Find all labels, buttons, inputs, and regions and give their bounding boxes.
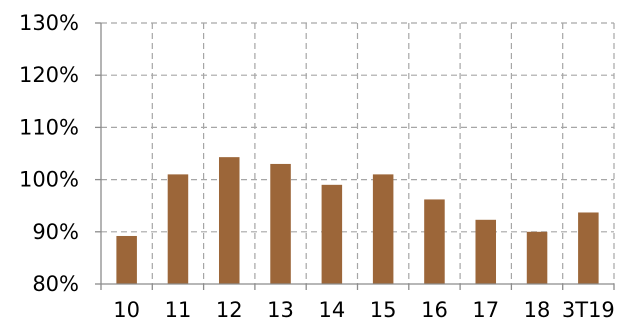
- x-tick-label: 11: [165, 298, 192, 322]
- bar-17: [475, 219, 497, 284]
- bar-11: [167, 174, 189, 284]
- axis-layer: [95, 22, 615, 290]
- label-layer: 80% 90% 100% 110% 120% 130% 10 11 12 13 14 15 16 17 18…: [19, 11, 615, 322]
- y-tick-label: 130%: [19, 11, 79, 35]
- bar-12: [218, 157, 240, 284]
- y-tick-label: 80%: [32, 272, 79, 296]
- bar-16: [424, 199, 445, 284]
- y-tick-label: 100%: [19, 168, 79, 192]
- y-tick-label: 90%: [32, 220, 79, 244]
- bar-3T19: [578, 212, 599, 284]
- bar-10: [116, 235, 137, 284]
- x-tick-label: 15: [370, 298, 397, 322]
- x-tick-label: 3T19: [562, 298, 615, 322]
- bar-layer: [116, 157, 599, 284]
- bar-13: [270, 163, 291, 284]
- bar-15: [372, 174, 394, 284]
- x-tick-label: 13: [267, 298, 294, 322]
- y-tick-label: 120%: [19, 63, 79, 87]
- x-tick-label: 18: [524, 298, 551, 322]
- x-tick-label: 17: [472, 298, 499, 322]
- x-tick-label: 12: [216, 298, 243, 322]
- bar-14: [321, 184, 343, 284]
- y-tick-label: 110%: [19, 115, 79, 139]
- x-tick-label: 14: [318, 298, 345, 322]
- bar-18: [526, 231, 548, 284]
- x-tick-label: 16: [421, 298, 448, 322]
- x-tick-label: 10: [113, 298, 140, 322]
